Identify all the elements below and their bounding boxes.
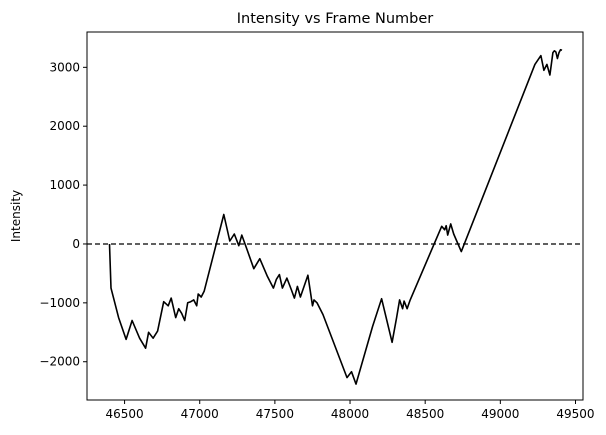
x-tick-label: 48000 <box>331 407 369 421</box>
x-tick-label: 46500 <box>105 407 143 421</box>
y-axis-title: Intensity <box>9 190 23 242</box>
y-tick-label: 2000 <box>49 119 80 133</box>
y-tick-label: 1000 <box>49 178 80 192</box>
series-line <box>108 48 563 385</box>
y-tick-label: −2000 <box>39 355 80 369</box>
x-tick-label: 47500 <box>256 407 294 421</box>
x-tick-label: 47000 <box>181 407 219 421</box>
plot-frame <box>86 31 584 401</box>
x-tick-label: 49500 <box>556 407 594 421</box>
y-axis-ticks: −2000 −1000 0 1000 2000 3000 <box>39 60 87 369</box>
chart-title: Intensity vs Frame Number <box>237 11 434 27</box>
series-layer <box>108 48 563 385</box>
y-tick-label: −1000 <box>39 296 80 310</box>
y-tick-label: 0 <box>72 237 80 251</box>
x-axis-ticks: 46500 47000 47500 48000 48500 49000 49500 <box>105 400 595 421</box>
x-tick-label: 49000 <box>481 407 519 421</box>
y-tick-label: 3000 <box>49 60 80 74</box>
x-tick-label: 48500 <box>406 407 444 421</box>
